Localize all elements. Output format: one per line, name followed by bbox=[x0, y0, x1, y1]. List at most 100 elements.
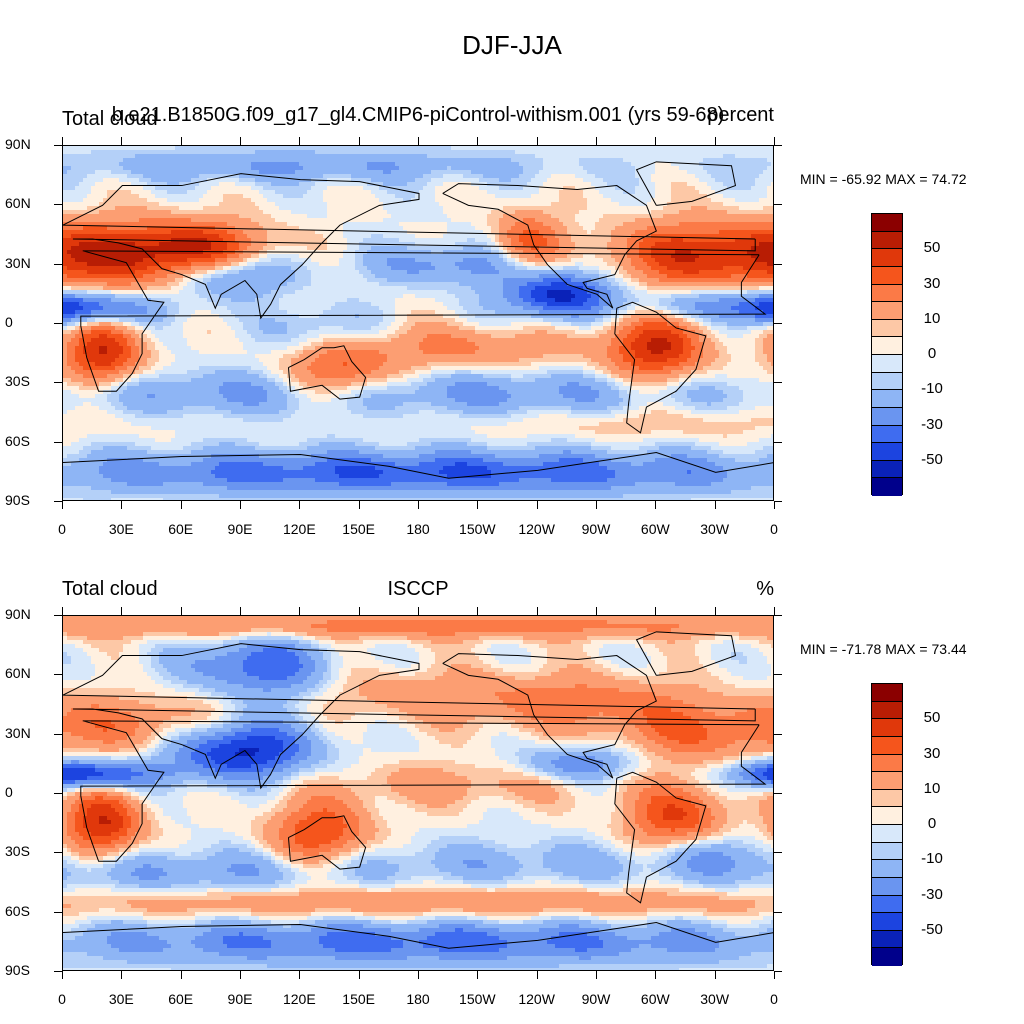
x-tick-label: 90W bbox=[566, 521, 626, 537]
coastline bbox=[63, 922, 773, 949]
y-tick-label: 90S bbox=[5, 492, 55, 508]
x-tick-mark bbox=[121, 607, 123, 615]
x-tick-label: 150W bbox=[447, 991, 507, 1007]
x-tick-mark bbox=[596, 501, 597, 509]
contour-map bbox=[63, 146, 773, 500]
x-tick-label: 0 bbox=[744, 991, 804, 1007]
colorbar-box bbox=[872, 337, 902, 355]
y-tick-label: 90N bbox=[5, 136, 55, 152]
variable-label: Total cloud bbox=[62, 578, 158, 601]
colorbar-box bbox=[872, 825, 902, 843]
y-tick-mark bbox=[54, 674, 62, 676]
x-tick-mark bbox=[299, 607, 301, 615]
coastline bbox=[614, 771, 707, 904]
colorbar-box bbox=[872, 302, 902, 320]
colorbar-label: -30 bbox=[912, 416, 952, 433]
y-tick-mark bbox=[774, 615, 782, 616]
x-tick-label: 0 bbox=[744, 521, 804, 537]
colorbar-box bbox=[872, 842, 902, 861]
variable-label: Total cloud bbox=[62, 108, 158, 131]
x-tick-mark bbox=[714, 137, 716, 145]
coastline bbox=[442, 653, 657, 779]
colorbar-label: -50 bbox=[912, 451, 952, 468]
x-tick-label: 30W bbox=[685, 521, 745, 537]
y-tick-mark bbox=[774, 441, 782, 443]
x-tick-mark bbox=[180, 971, 182, 979]
x-tick-label: 60W bbox=[625, 991, 685, 1007]
x-tick-mark bbox=[358, 501, 360, 509]
colorbar-label: 0 bbox=[912, 815, 952, 832]
x-tick-label: 90E bbox=[210, 521, 270, 537]
colorbar-box bbox=[872, 948, 902, 966]
x-tick-label: 30W bbox=[685, 991, 745, 1007]
figure-title: DJF-JJA bbox=[0, 30, 1024, 61]
x-tick-label: 120E bbox=[269, 991, 329, 1007]
x-tick-mark bbox=[180, 501, 182, 509]
colorbar-box bbox=[872, 860, 902, 878]
map-plot bbox=[62, 615, 774, 971]
colorbar bbox=[871, 683, 903, 966]
coastline bbox=[63, 173, 756, 320]
coastline bbox=[287, 815, 367, 870]
y-tick-label: 90N bbox=[5, 606, 55, 622]
y-tick-mark bbox=[54, 145, 62, 146]
coastline bbox=[63, 452, 773, 479]
colorbar bbox=[871, 213, 903, 496]
x-tick-label: 150E bbox=[329, 521, 389, 537]
x-tick-mark bbox=[121, 971, 123, 979]
min-max-label: MIN = -71.78 MAX = 73.44 bbox=[800, 641, 967, 657]
y-tick-label: 30N bbox=[5, 725, 55, 741]
colorbar-label: 50 bbox=[912, 709, 952, 726]
coastline bbox=[635, 631, 737, 676]
y-tick-mark bbox=[774, 852, 782, 854]
x-tick-mark bbox=[299, 971, 301, 979]
y-tick-label: 30S bbox=[5, 373, 55, 389]
x-tick-label: 120E bbox=[269, 521, 329, 537]
x-tick-mark bbox=[477, 971, 479, 979]
x-tick-mark bbox=[714, 607, 716, 615]
y-tick-mark bbox=[774, 971, 782, 972]
y-tick-mark bbox=[774, 793, 782, 794]
x-tick-mark bbox=[714, 501, 716, 509]
x-tick-mark bbox=[299, 501, 301, 509]
y-tick-label: 30N bbox=[5, 255, 55, 271]
y-tick-mark bbox=[54, 204, 62, 206]
x-tick-mark bbox=[418, 501, 419, 509]
colorbar-label: 30 bbox=[912, 745, 952, 762]
y-tick-mark bbox=[774, 204, 782, 206]
x-tick-mark bbox=[477, 607, 479, 615]
x-tick-mark bbox=[121, 137, 123, 145]
x-tick-mark bbox=[655, 501, 657, 509]
y-tick-label: 0 bbox=[5, 314, 55, 330]
colorbar-label: -10 bbox=[912, 380, 952, 397]
colorbar-box bbox=[872, 284, 902, 303]
x-tick-mark bbox=[596, 607, 597, 615]
colorbar-box bbox=[872, 736, 902, 755]
units-label: % bbox=[700, 578, 774, 601]
x-tick-label: 120W bbox=[507, 521, 567, 537]
colorbar-box bbox=[872, 231, 902, 250]
y-tick-mark bbox=[774, 733, 782, 735]
colorbar-box bbox=[872, 407, 902, 426]
x-tick-mark bbox=[536, 607, 538, 615]
x-tick-mark bbox=[774, 137, 775, 145]
y-tick-mark bbox=[54, 263, 62, 265]
y-tick-label: 60S bbox=[5, 903, 55, 919]
y-tick-label: 30S bbox=[5, 843, 55, 859]
colorbar-label: -10 bbox=[912, 850, 952, 867]
x-tick-label: 150E bbox=[329, 991, 389, 1007]
x-tick-mark bbox=[62, 137, 63, 145]
x-tick-mark bbox=[240, 607, 241, 615]
y-tick-mark bbox=[774, 145, 782, 146]
x-tick-mark bbox=[240, 137, 241, 145]
x-tick-mark bbox=[655, 137, 657, 145]
colorbar-box bbox=[872, 913, 902, 931]
min-max-label: MIN = -65.92 MAX = 74.72 bbox=[800, 171, 967, 187]
x-tick-mark bbox=[240, 501, 241, 509]
x-tick-mark bbox=[358, 607, 360, 615]
colorbar-label: 10 bbox=[912, 780, 952, 797]
x-tick-mark bbox=[774, 607, 775, 615]
x-tick-label: 60E bbox=[151, 991, 211, 1007]
colorbar-box bbox=[872, 877, 902, 896]
